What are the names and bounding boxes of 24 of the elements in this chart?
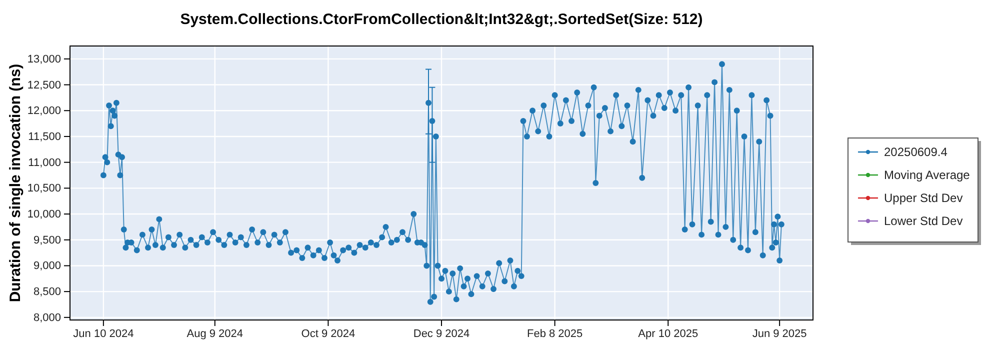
y-tick-label: 8,500 <box>33 286 61 298</box>
x-tick-label: Apr 10 2025 <box>638 328 698 340</box>
x-tick-label: Dec 9 2024 <box>413 328 470 340</box>
legend-label: Lower Std Dev <box>884 214 963 228</box>
y-tick-label: 9,500 <box>33 234 61 246</box>
x-tick-label: Feb 8 2025 <box>526 328 583 340</box>
x-tick-label: Jun 10 2024 <box>73 328 134 340</box>
y-tick-label: 12,500 <box>27 79 61 92</box>
y-tick-label: 10,000 <box>27 208 61 221</box>
chart-title: System.Collections.CtorFromCollection&lt;Int32&gt;.SortedSet(Size: 512) <box>180 11 703 28</box>
y-tick-label: 13,000 <box>27 53 61 66</box>
y-tick-label: 10,500 <box>27 182 61 195</box>
x-tick-label: Jun 9 2025 <box>752 328 807 340</box>
legend-label: Moving Average <box>884 168 970 182</box>
legend-label: 20250609.4 <box>884 145 948 159</box>
x-tick-label: Oct 9 2024 <box>301 328 356 340</box>
y-tick-label: 9,000 <box>33 260 61 272</box>
y-tick-label: 12,000 <box>27 105 61 118</box>
x-tick-label: Aug 9 2024 <box>186 328 244 340</box>
y-axis-title: Duration of single invocation (ns) <box>7 64 24 302</box>
y-tick-label: 11,500 <box>28 130 61 143</box>
legend-label: Upper Std Dev <box>884 191 963 205</box>
y-tick-label: 8,000 <box>33 312 61 324</box>
y-tick-label: 11,000 <box>28 156 61 169</box>
